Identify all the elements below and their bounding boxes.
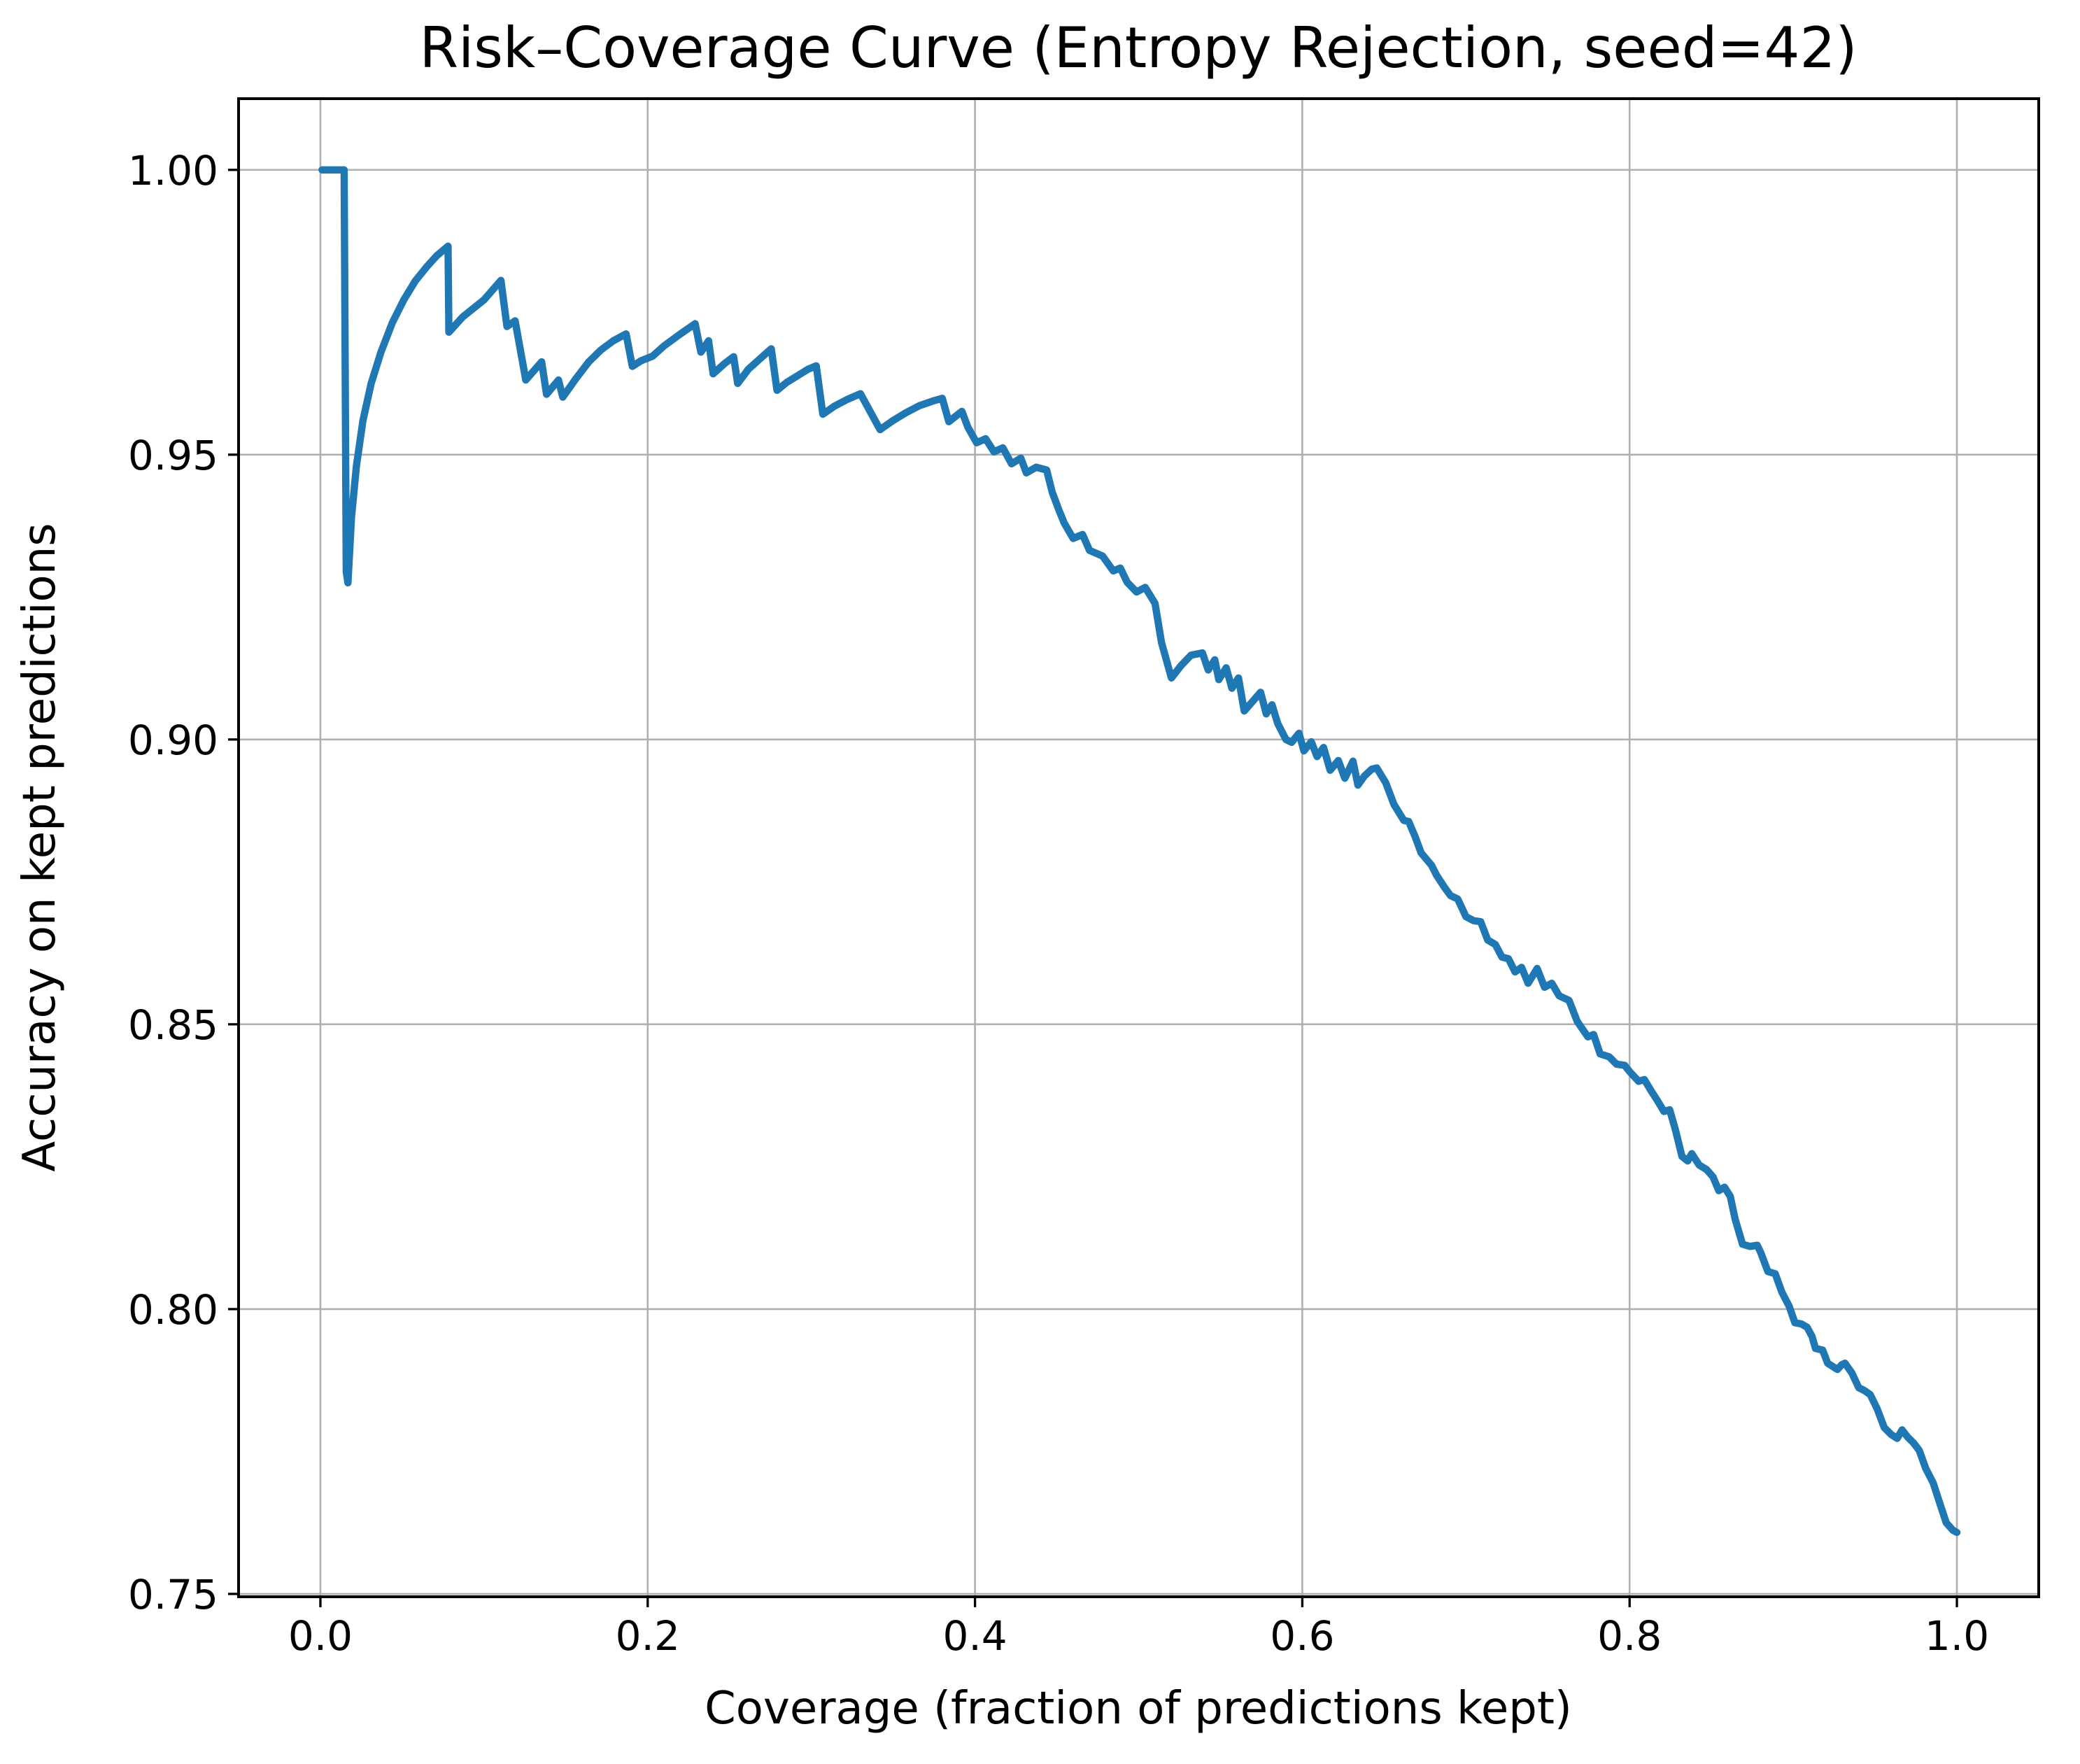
gridlines — [239, 99, 2039, 1597]
y-tick-label: 0.90 — [128, 717, 218, 764]
x-tick-label: 0.4 — [942, 1612, 1007, 1660]
y-axis-label: Accuracy on kept predictions — [14, 523, 66, 1171]
x-tick-label: 0.8 — [1597, 1612, 1662, 1660]
plot-spines — [237, 97, 2040, 1598]
risk-coverage-line — [318, 166, 1961, 1537]
y-tick-label: 0.80 — [128, 1286, 218, 1334]
y-tick-label: 1.00 — [128, 147, 218, 195]
x-tick-label: 0.2 — [616, 1612, 680, 1660]
y-tick-label: 0.75 — [128, 1571, 218, 1618]
x-axis-label: Coverage (fraction of predictions kept) — [705, 1683, 1572, 1735]
x-tick-label: 0.6 — [1270, 1612, 1334, 1660]
tick-labels: 0.0 0.2 0.4 0.6 0.8 1.0 0.75 0.80 0.85 0.90 0.95 1.… — [128, 147, 1989, 1660]
y-tick-label: 0.85 — [128, 1001, 218, 1049]
chart-title: Risk–Coverage Curve (Entropy Rejection, … — [419, 15, 1857, 80]
y-tick-label: 0.95 — [128, 432, 218, 479]
x-tick-label: 0.0 — [288, 1612, 353, 1660]
x-tick-label: 1.0 — [1925, 1612, 1989, 1660]
tick-marks — [228, 169, 1958, 1607]
